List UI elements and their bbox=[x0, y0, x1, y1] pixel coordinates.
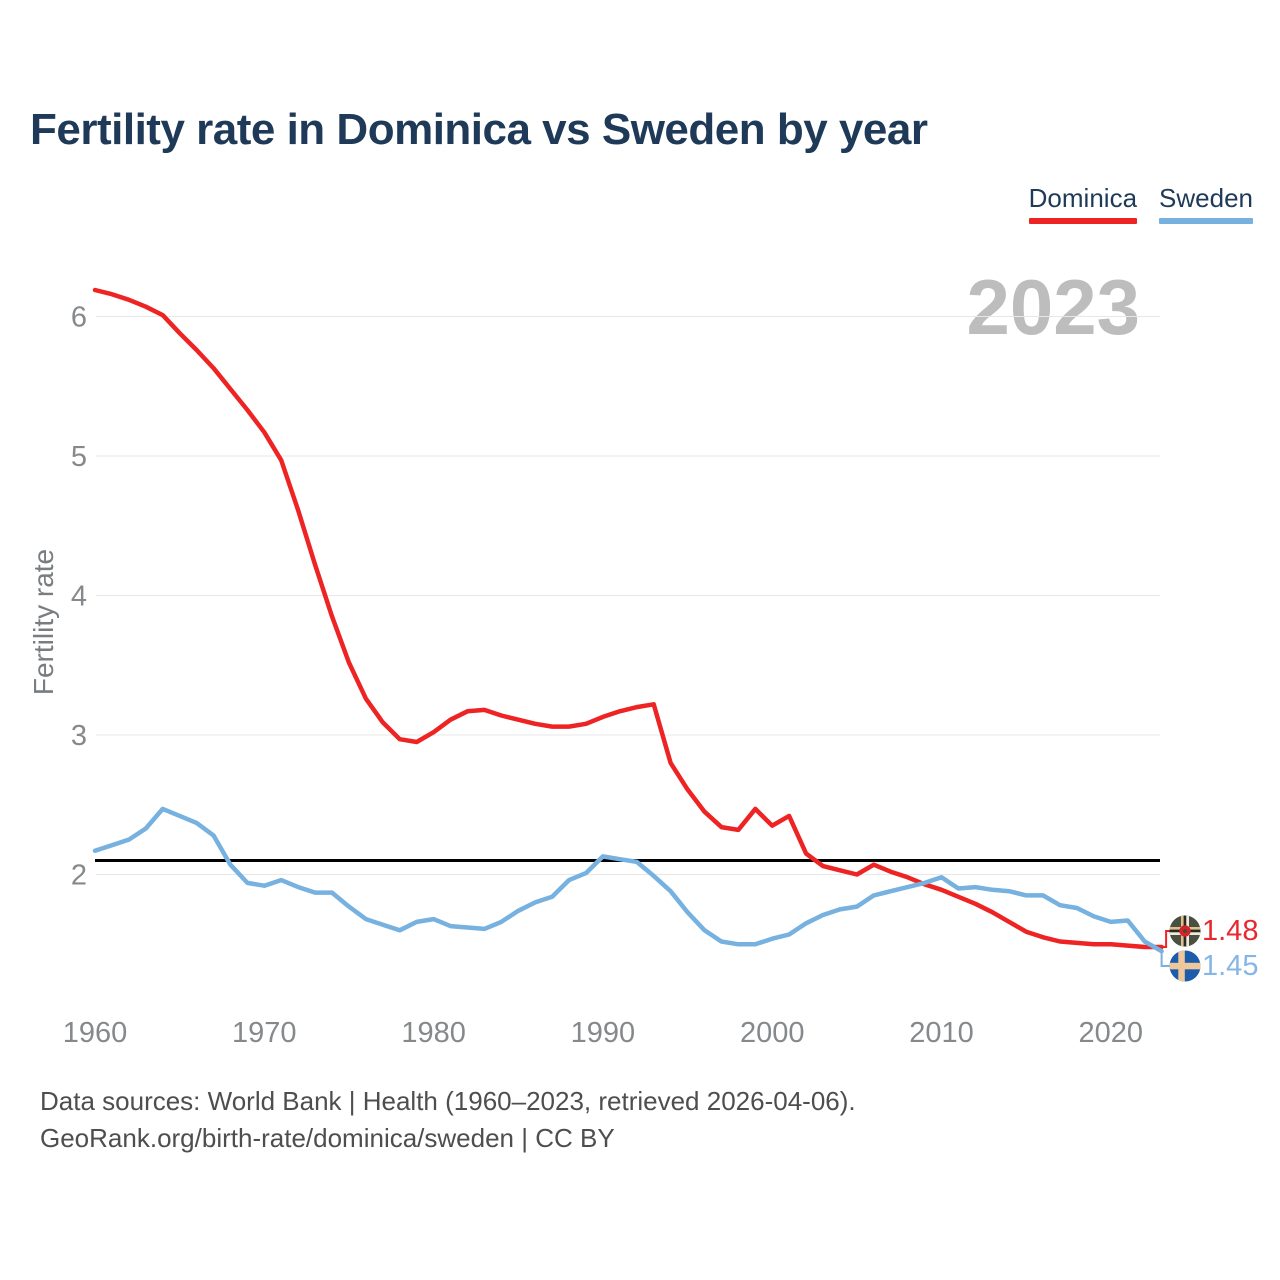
x-tick-label: 2020 bbox=[1079, 1017, 1144, 1049]
end-value-sweden: 1.45 bbox=[1202, 950, 1259, 982]
x-tick-label: 1990 bbox=[571, 1017, 636, 1049]
y-tick-label: 6 bbox=[71, 302, 87, 334]
x-tick-label: 2010 bbox=[909, 1017, 974, 1049]
footer-data-sources: Data sources: World Bank | Health (1960–… bbox=[40, 1086, 856, 1116]
x-tick-label: 1960 bbox=[63, 1017, 128, 1049]
legend-label-sweden: Sweden bbox=[1159, 183, 1253, 213]
sweden-label-connector bbox=[1160, 951, 1171, 967]
dominica-flag-icon bbox=[1169, 915, 1201, 947]
y-tick-label: 5 bbox=[71, 441, 87, 473]
watermark-year: 2023 bbox=[966, 263, 1140, 351]
sweden-flag-icon bbox=[1169, 950, 1201, 982]
footer-attribution: GeoRank.org/birth-rate/dominica/sweden |… bbox=[40, 1123, 615, 1153]
legend-swatch-sweden bbox=[1159, 218, 1253, 224]
legend-item-dominica[interactable]: Dominica bbox=[1028, 183, 1138, 224]
series-line-dominica[interactable] bbox=[92, 287, 1164, 950]
dominica-label-connector bbox=[1161, 930, 1171, 948]
series-line-sweden[interactable] bbox=[92, 806, 1164, 954]
y-tick-label: 2 bbox=[71, 860, 87, 892]
x-tick-label: 1970 bbox=[232, 1017, 297, 1049]
legend-swatch-dominica bbox=[1028, 218, 1138, 224]
legend-label-dominica: Dominica bbox=[1028, 183, 1138, 213]
x-tick-label: 2000 bbox=[740, 1017, 805, 1049]
legend: Dominica Sweden bbox=[1028, 183, 1253, 224]
y-axis-title: Fertility rate bbox=[28, 548, 59, 696]
x-tick-label: 1980 bbox=[401, 1017, 466, 1049]
end-value-dominica: 1.48 bbox=[1202, 915, 1259, 947]
y-tick-label: 4 bbox=[71, 581, 87, 613]
page-title: Fertility rate in Dominica vs Sweden by … bbox=[30, 105, 928, 154]
y-tick-label: 3 bbox=[71, 720, 87, 752]
legend-item-sweden[interactable]: Sweden bbox=[1159, 183, 1253, 224]
